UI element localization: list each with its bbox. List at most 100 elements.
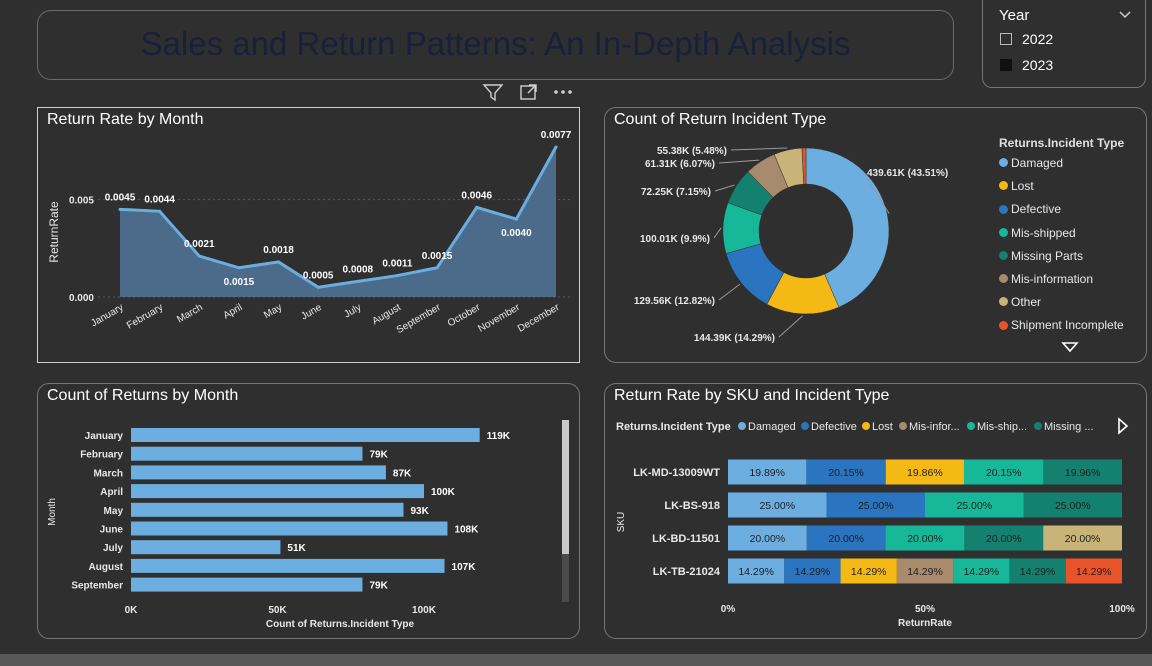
y-tick-label: May [104,506,124,517]
data-label: 107K [452,562,477,573]
filter-icon[interactable] [482,82,504,102]
data-label: 72.25K (7.15%) [641,187,711,198]
data-point [197,254,201,258]
data-label: 0.0008 [343,264,374,275]
count-of-returns-by-month-card[interactable]: Count of Returns by Month January 119K Feb… [37,383,580,639]
data-label: 14.29% [1076,566,1112,578]
legend-label: Defective [1011,202,1062,217]
bar [131,465,386,480]
data-label: 55.38K (5.48%) [657,146,727,157]
legend-item[interactable]: Missing Parts [999,247,1083,263]
return-rate-by-sku-card[interactable]: Return Rate by SKU and Incident Type Ret… [604,383,1147,639]
y-tick-label: July [103,543,123,554]
year-slicer[interactable]: Year 2022 2023 [982,0,1146,88]
y-tick-label: March [94,468,123,479]
bottom-status-bar [0,654,1152,666]
data-label: 20.00% [1065,533,1101,545]
bar-segment [1043,459,1122,485]
legend-label: Defective [811,421,857,433]
slicer-title: Year [999,7,1030,24]
legend-swatch [999,251,1008,261]
slicer-option-label: 2023 [1022,57,1054,73]
legend-swatch [899,422,907,430]
bar [131,484,425,499]
focus-mode-icon[interactable] [518,82,540,102]
bar-segment [1023,492,1122,518]
data-label: 0.0044 [144,194,175,205]
data-label: 100.01K (9.9%) [640,234,710,245]
data-label: 119K [487,431,511,442]
data-point [514,217,518,221]
data-label: 25.00% [858,500,894,512]
bar [131,540,281,555]
horizontal-bar-chart: January 119K February 79K March 87K April 100K M… [47,428,511,630]
page-title: Sales and Return Patterns: An In-Depth A… [140,25,851,62]
data-label: 19.86% [907,467,943,479]
y-axis-title: ReturnRate [47,201,61,263]
bar-segment [896,558,954,584]
checkbox-checked[interactable] [1000,59,1012,71]
chevron-down-icon[interactable] [1118,10,1132,20]
legend-swatch [1034,422,1042,430]
bar-segment [885,525,965,551]
data-label: 20.00% [750,533,786,545]
report-title-box: Sales and Return Patterns: An In-Depth A… [37,10,954,80]
legend-label: Other [1011,294,1042,309]
data-point [356,279,360,283]
bar-segment [728,558,785,584]
x-tick-label: April [222,302,245,322]
legend-label: Damaged [1011,155,1064,170]
more-options-icon[interactable] [552,82,574,102]
legend-label: Mis-infor... [909,421,960,433]
y-tick-label: January [85,431,124,442]
data-label: 0.0011 [382,259,412,270]
data-point [158,209,162,213]
leader-line [778,315,803,338]
data-label: 20.00% [907,533,943,545]
data-label: 20.15% [828,467,864,479]
data-point [316,285,320,289]
legend-item[interactable]: Other [999,293,1041,309]
bar-segment [728,525,807,551]
legend-item[interactable]: Defective [999,200,1061,216]
chart-title: Count of Return Incident Type [614,111,827,128]
bar-segment [953,558,1010,584]
legend-scroll-down-icon[interactable] [1061,341,1079,353]
x-axis-title: Count of Returns.Incident Type [266,619,415,630]
bar-segment [728,459,807,485]
x-tick-label: May [262,302,284,321]
bar [131,558,445,573]
bar-segment [1009,558,1066,584]
data-label: 0.0021 [184,239,215,250]
data-label: 0.0046 [461,190,492,201]
legend-item[interactable]: Lost [999,177,1034,193]
legend-item[interactable]: Shipment Incomplete [999,316,1124,332]
x-tick-label: February [125,302,165,332]
incident-type-donut-card[interactable]: Count of Return Incident Type 439.61K (4… [604,107,1147,363]
checkbox-unchecked[interactable] [1000,33,1012,45]
legend-item[interactable]: Mis-information [999,270,1093,286]
scrollbar-thumb[interactable] [562,420,569,554]
data-label: 14.29% [851,566,887,578]
stacked-bar-chart: Returns.Incident Type Damaged Defective Los… [616,417,1135,629]
data-label: 61.31K (6.07%) [645,159,715,170]
data-label: 93K [410,506,429,517]
x-tick-label: January [89,302,125,329]
y-tick-label: April [100,487,123,498]
bar-segment [840,558,897,584]
return-rate-by-month-card[interactable]: Return Rate by Month 0.000 0.005 ReturnRat… [37,107,580,363]
legend-item[interactable]: Mis-shipped [999,224,1076,240]
legend-next-icon [1118,417,1129,435]
data-label: 129.56K (12.82%) [634,296,715,307]
bar [131,446,363,461]
data-label: 100K [431,487,456,498]
data-label: 19.89% [749,467,785,479]
data-label: 144.39K (14.29%) [694,333,775,344]
legend-label: Lost [1011,178,1034,193]
legend-item[interactable]: Damaged [999,154,1063,170]
pie-slice [805,147,890,308]
scrollbar[interactable] [562,420,569,602]
data-point [237,266,241,270]
data-label: 14.29% [795,566,831,578]
data-label: 0.0077 [541,130,572,141]
